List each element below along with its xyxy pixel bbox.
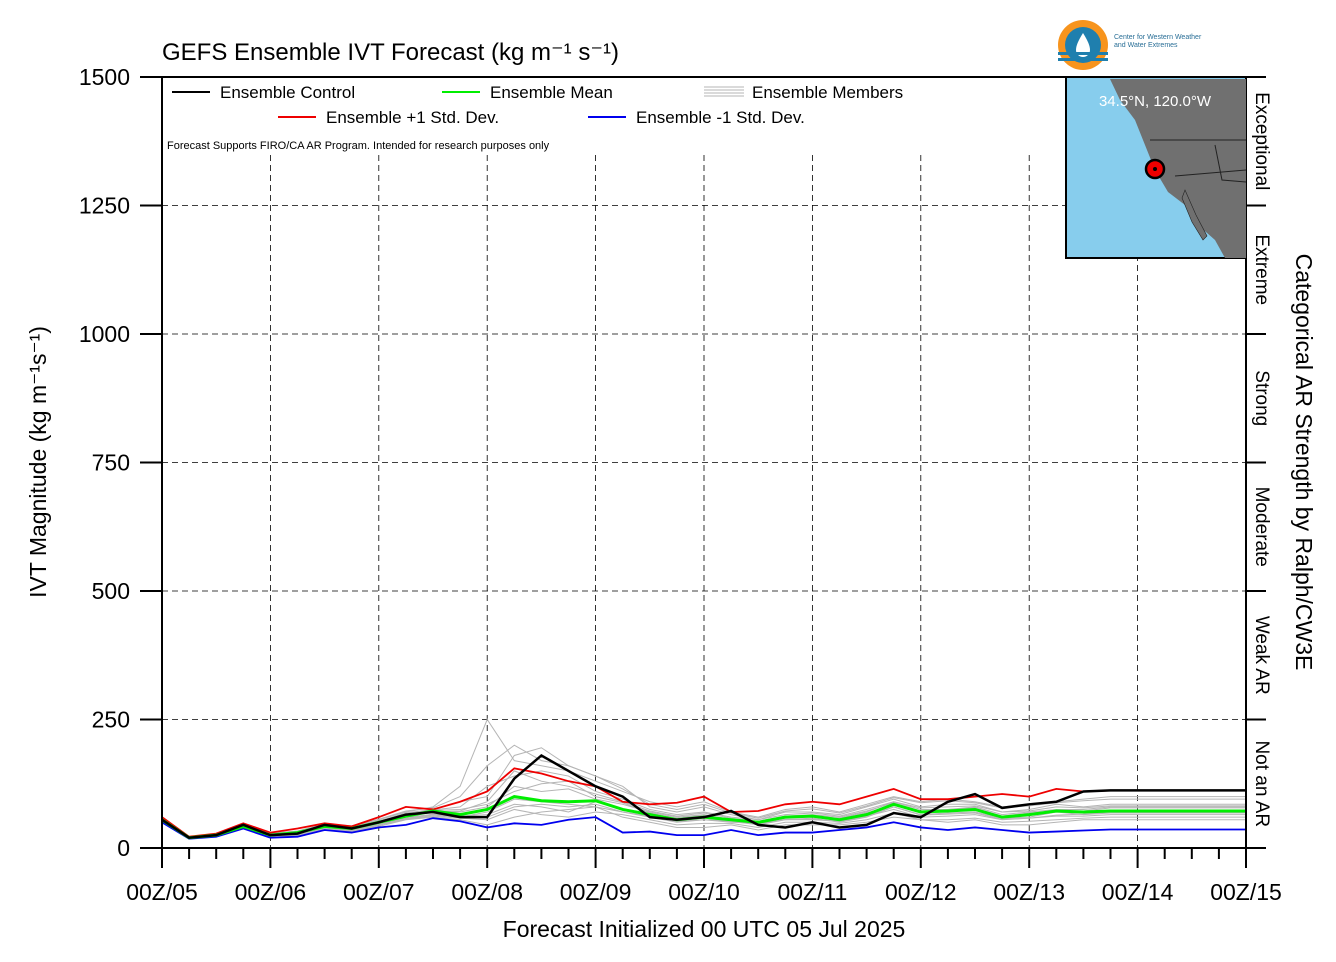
legend-label: Ensemble Control [220, 83, 355, 102]
right-axis-label: Categorical AR Strength by Ralph/CW3E [1291, 254, 1317, 671]
axes: 0 250 500 750 1000 1250 1500 00Z/05 00Z/06 00Z/07… [79, 64, 1282, 905]
category-label: Moderate [1251, 487, 1272, 567]
legend-label: Ensemble +1 Std. Dev. [326, 108, 499, 127]
x-tick-label: 00Z/06 [235, 879, 307, 905]
x-tick-label: 00Z/10 [668, 879, 740, 905]
y-tick-label: 250 [92, 707, 130, 733]
x-tick-label: 00Z/11 [777, 879, 847, 905]
inset-coordinates: 34.5°N, 120.0°W [1099, 93, 1212, 110]
x-tick-label: 00Z/15 [1210, 879, 1282, 905]
y-tick-label: 1000 [79, 321, 130, 347]
member-line [161, 803, 1246, 839]
ensemble-series [161, 753, 1246, 840]
x-tick-label: 00Z/08 [451, 879, 523, 905]
x-tick-label: 00Z/13 [993, 879, 1065, 905]
cw3e-logo [1058, 20, 1108, 70]
plus-std-line [161, 767, 1246, 838]
category-label: Strong [1251, 370, 1272, 426]
logo-text: Center for Western Weather and Water Extr… [1114, 34, 1202, 49]
ar-categories: Not an AR Weak AR Moderate Strong Extreme Exc… [1246, 76, 1272, 849]
x-tick-label: 00Z/07 [343, 879, 415, 905]
location-map-inset: 34.5°N, 120.0°W [1065, 76, 1247, 259]
y-axis-label: IVT Magnitude (kg m⁻¹s⁻¹) [25, 326, 51, 598]
chart-title: GEFS Ensemble IVT Forecast (kg m⁻¹ s⁻¹) [162, 39, 619, 66]
grid-lines [162, 155, 1246, 848]
x-tick-label: 00Z/14 [1102, 879, 1174, 905]
y-tick-label: 0 [117, 835, 130, 861]
x-tick-label: 00Z/09 [560, 879, 632, 905]
legend-label: Ensemble Mean [490, 83, 613, 102]
x-tick-label: 00Z/05 [126, 879, 198, 905]
category-label: Extreme [1251, 234, 1272, 305]
minus-std-line [161, 816, 1246, 840]
y-tick-label: 500 [92, 578, 130, 604]
legend: Ensemble Control Ensemble Mean Ensemble Me… [172, 83, 903, 127]
x-tick-label: 00Z/12 [885, 879, 957, 905]
legend-label: Ensemble Members [752, 83, 903, 102]
legend-label: Ensemble -1 Std. Dev. [636, 108, 805, 127]
y-tick-label: 1500 [79, 64, 130, 90]
category-label: Weak AR [1251, 616, 1272, 695]
member-line [161, 808, 1246, 839]
y-tick-label: 1250 [79, 193, 130, 219]
y-tick-label: 750 [92, 450, 130, 476]
chart-note: Forecast Supports FIRO/CA AR Program. In… [167, 140, 550, 152]
x-axis-label: Forecast Initialized 00 UTC 05 Jul 2025 [503, 916, 906, 942]
control-line [161, 753, 1246, 840]
category-label: Exceptional [1251, 92, 1272, 190]
category-label: Not an AR [1251, 740, 1272, 827]
